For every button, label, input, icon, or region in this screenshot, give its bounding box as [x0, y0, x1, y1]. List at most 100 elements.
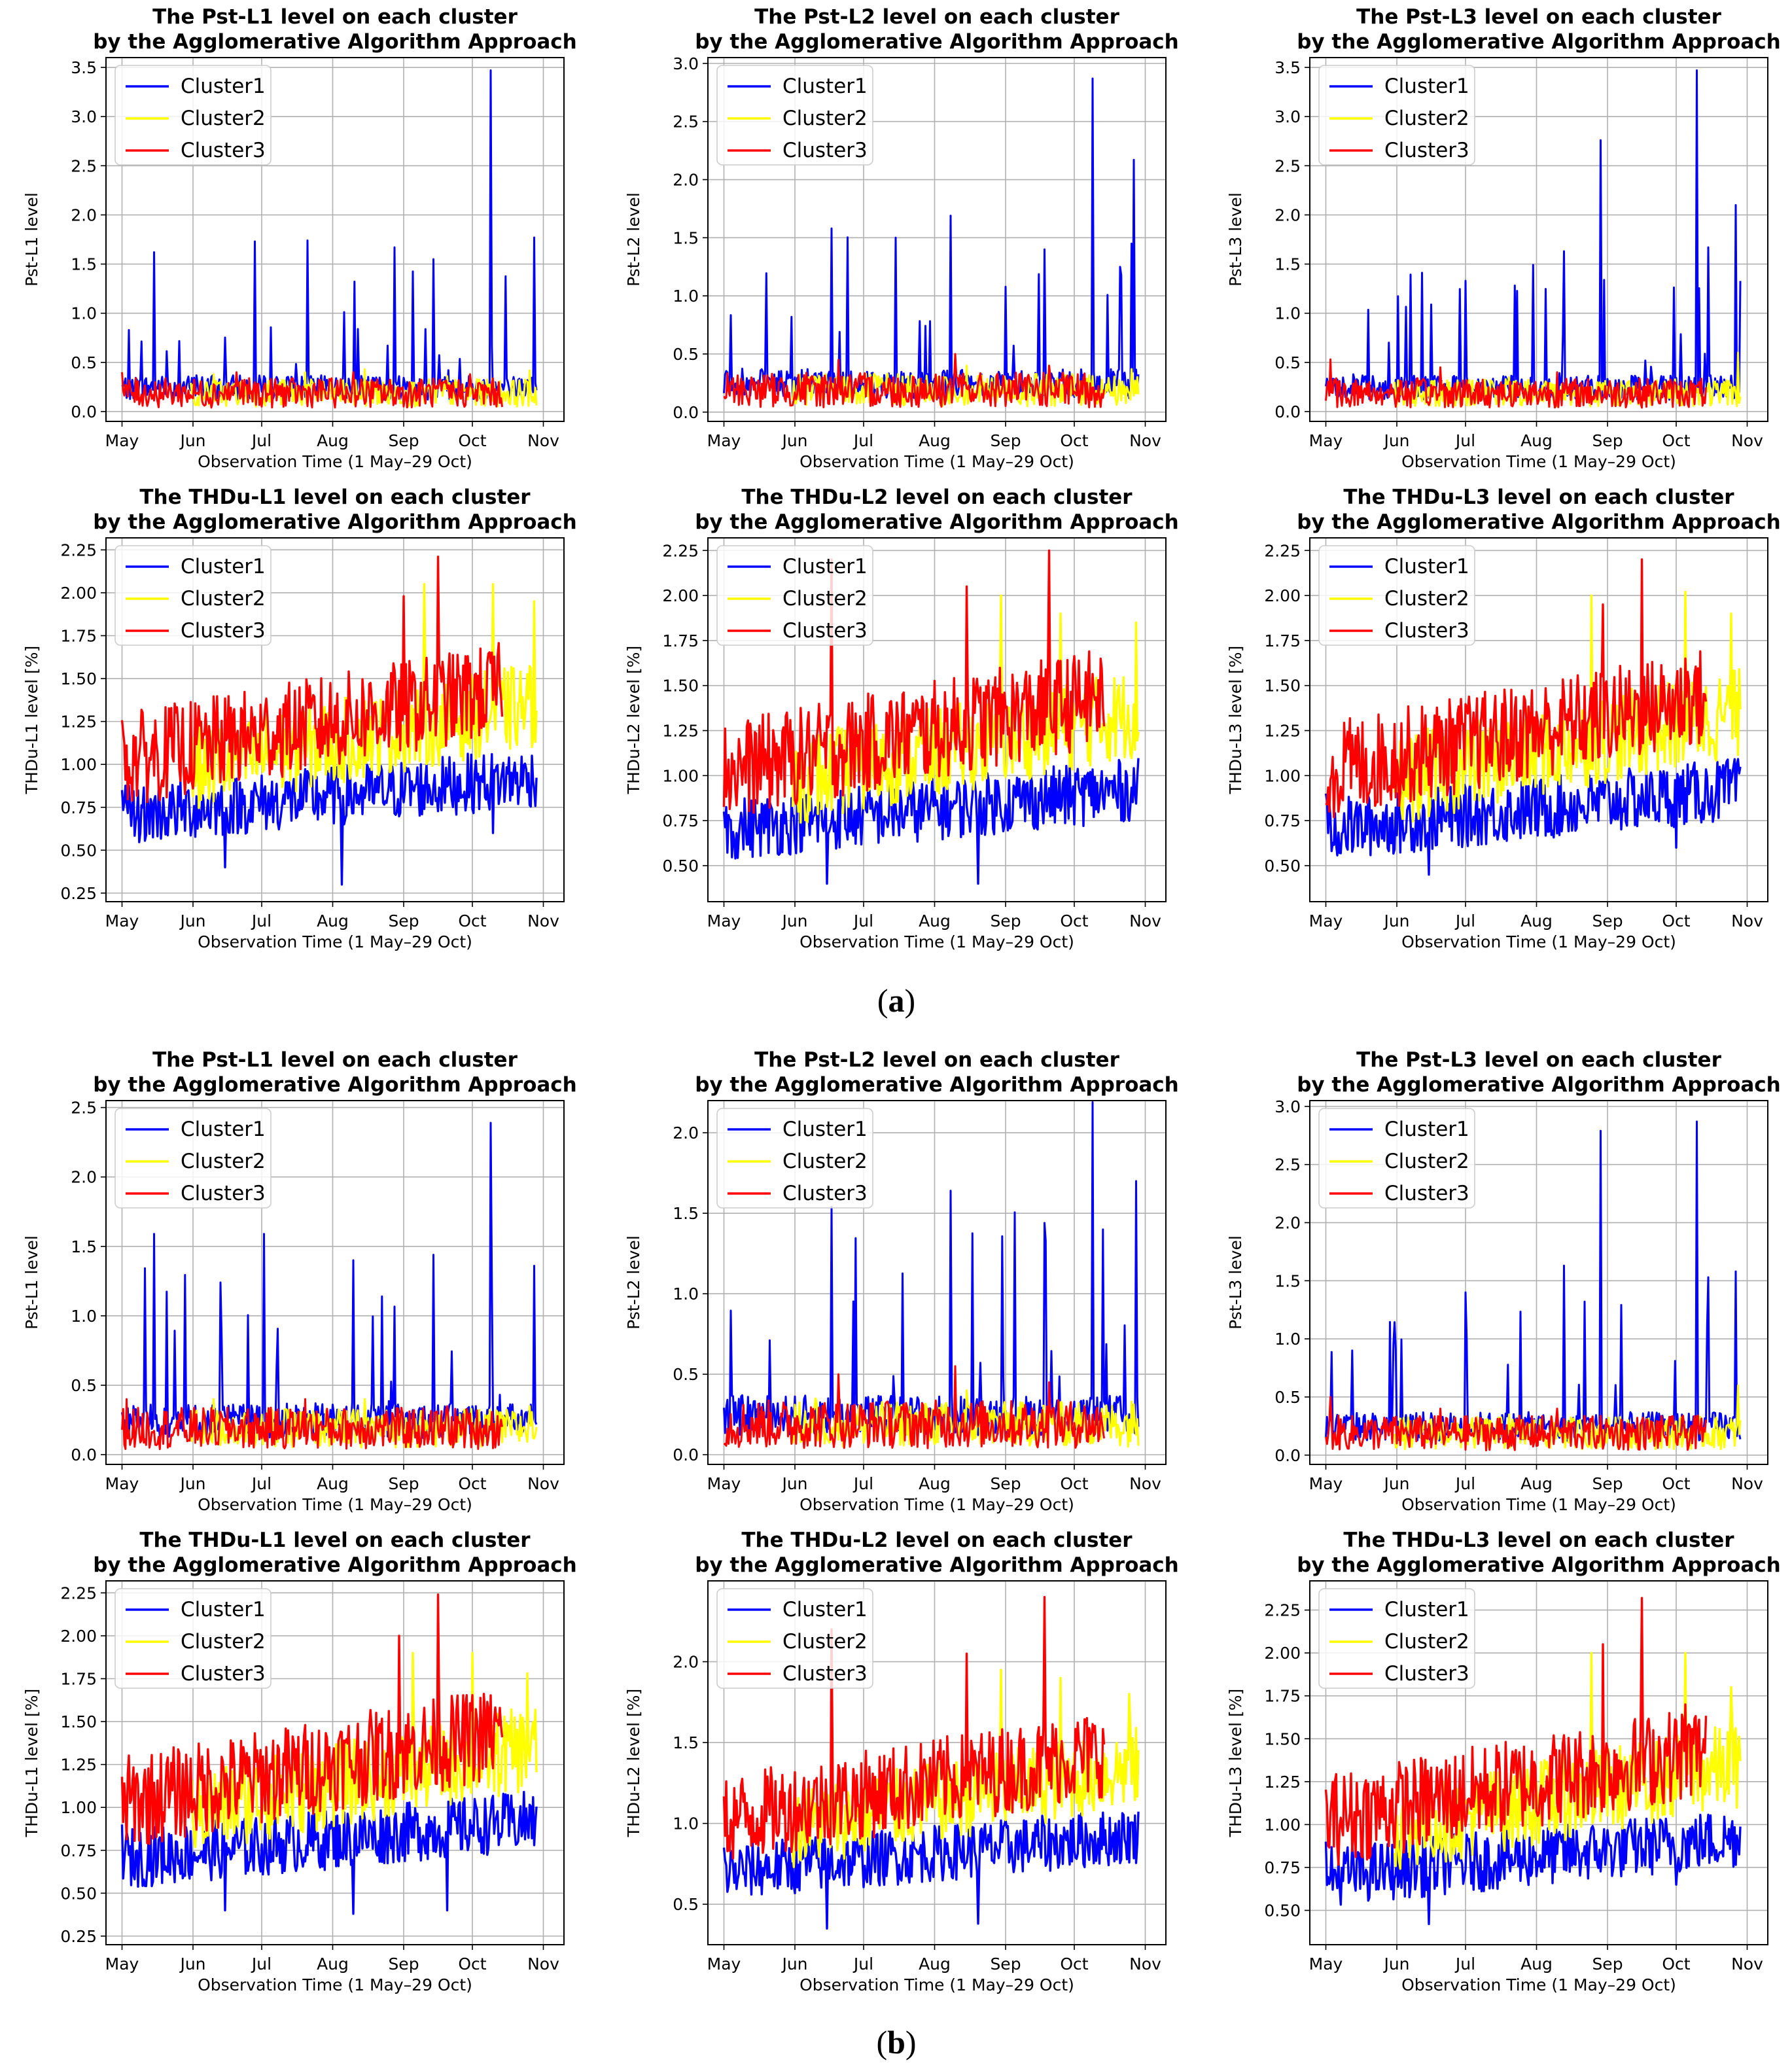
y-tick-label: 2.0 [673, 1123, 699, 1142]
chart-title: The Pst-L1 level on each cluster [152, 1048, 518, 1072]
y-tick-label: 1.75 [60, 1669, 97, 1688]
y-tick-label: 3.5 [1274, 58, 1301, 77]
x-axis-label: Observation Time (1 May–29 Oct) [1401, 1495, 1676, 1514]
x-tick-label: Aug [317, 1474, 349, 1493]
y-axis-label: Pst-L1 level [22, 1235, 41, 1330]
x-tick-label: Jul [1454, 1474, 1475, 1493]
y-tick-label: 0.5 [1274, 353, 1301, 372]
legend-label: Cluster1 [1384, 1118, 1469, 1141]
panel-caption-b: (b) [876, 2024, 917, 2060]
x-tick-label: May [1309, 911, 1343, 930]
y-tick-label: 0.0 [673, 1445, 699, 1464]
x-tick-label: May [707, 431, 741, 450]
y-tick-label: 1.50 [1264, 1729, 1301, 1748]
x-tick-label: Jun [1382, 911, 1409, 930]
y-tick-label: 1.5 [71, 255, 97, 274]
x-tick-label: May [1309, 1954, 1343, 1973]
chart-subtitle: by the Agglomerative Algorithm Approach [1297, 1073, 1781, 1097]
x-tick-label: Jul [1454, 911, 1475, 930]
y-tick-label: 2.25 [1264, 1601, 1301, 1620]
x-tick-label: Sep [990, 1474, 1021, 1493]
y-tick-label: 0.5 [673, 1895, 699, 1914]
x-tick-label: Sep [388, 431, 419, 450]
legend-box [1318, 1108, 1475, 1209]
x-tick-label: Jun [781, 431, 807, 450]
plot-frame [1309, 1100, 1768, 1465]
y-tick-label: 1.00 [662, 766, 699, 785]
y-tick-label: 2.00 [60, 584, 97, 603]
x-tick-label: Nov [527, 1474, 559, 1493]
legend-label: Cluster3 [782, 139, 868, 162]
x-tick-label: Jun [179, 1954, 205, 1973]
x-axis-label: Observation Time (1 May–29 Oct) [198, 1975, 472, 1994]
y-tick-label: 1.0 [71, 1307, 97, 1326]
y-tick-label: 1.25 [1264, 722, 1301, 741]
plot-frame [1309, 537, 1768, 902]
y-tick-label: 0.0 [1274, 402, 1301, 421]
y-tick-label: 0.75 [1264, 1858, 1301, 1877]
chart-subtitle: by the Agglomerative Algorithm Approach [695, 1073, 1179, 1097]
x-tick-label: May [1309, 431, 1343, 450]
y-tick-label: 2.25 [662, 541, 699, 560]
x-tick-label: Oct [1662, 1954, 1690, 1973]
plot-frame [105, 537, 565, 902]
y-tick-label: 1.50 [60, 669, 97, 688]
y-tick-label: 0.50 [1264, 1901, 1301, 1920]
x-tick-label: Oct [1662, 431, 1690, 450]
series-line-cluster3 [1325, 358, 1707, 409]
x-tick-label: Oct [1060, 431, 1088, 450]
legend-box [114, 1108, 272, 1209]
y-tick-label: 0.75 [662, 811, 699, 830]
chart-title: The THDu-L3 level on each cluster [1343, 486, 1734, 509]
x-tick-label: Sep [388, 1954, 419, 1973]
legend-label: Cluster1 [782, 75, 868, 98]
chart-title: The Pst-L2 level on each cluster [754, 1048, 1119, 1072]
chart-title: The Pst-L2 level on each cluster [754, 5, 1119, 29]
x-tick-label: Sep [990, 431, 1021, 450]
y-tick-label: 1.00 [60, 755, 97, 774]
legend-label: Cluster3 [782, 1182, 868, 1205]
series-line-cluster3 [723, 1365, 1105, 1449]
legend-label: Cluster1 [782, 555, 868, 578]
x-axis-label: Observation Time (1 May–29 Oct) [799, 1495, 1074, 1514]
x-tick-label: Aug [1520, 431, 1553, 450]
legend-label: Cluster3 [1384, 139, 1469, 162]
x-tick-label: Jun [179, 911, 205, 930]
y-tick-label: 0.5 [71, 1376, 97, 1395]
y-tick-label: 1.5 [1274, 1271, 1301, 1290]
legend-label: Cluster2 [782, 587, 868, 610]
x-axis-label: Observation Time (1 May–29 Oct) [198, 1495, 472, 1514]
y-tick-label: 2.0 [71, 1168, 97, 1187]
x-tick-label: Aug [317, 1954, 349, 1973]
y-tick-label: 1.0 [673, 287, 699, 306]
x-tick-label: Oct [458, 431, 486, 450]
y-tick-label: 1.25 [662, 722, 699, 741]
x-tick-label: Jul [251, 431, 272, 450]
y-tick-label: 1.50 [1264, 677, 1301, 696]
y-tick-label: 1.5 [71, 1237, 97, 1256]
y-axis-label: THDu-L1 level [%] [22, 646, 41, 795]
legend-box [716, 1108, 873, 1209]
x-tick-label: Nov [527, 431, 559, 450]
y-tick-label: 0.5 [71, 353, 97, 372]
x-axis-label: Observation Time (1 May–29 Oct) [1401, 932, 1676, 951]
x-tick-label: Jul [852, 1954, 873, 1973]
legend-label: Cluster1 [181, 555, 266, 578]
legend-box [716, 1588, 873, 1689]
x-tick-label: May [707, 1954, 741, 1973]
x-tick-label: Nov [1129, 911, 1161, 930]
legend-label: Cluster2 [1384, 107, 1469, 130]
y-tick-label: 2.5 [673, 113, 699, 132]
legend-label: Cluster1 [1384, 1598, 1469, 1621]
legend-box [1318, 545, 1475, 646]
x-tick-label: Aug [1520, 911, 1553, 930]
x-tick-label: Jun [179, 1474, 205, 1493]
plot-frame [707, 57, 1167, 422]
